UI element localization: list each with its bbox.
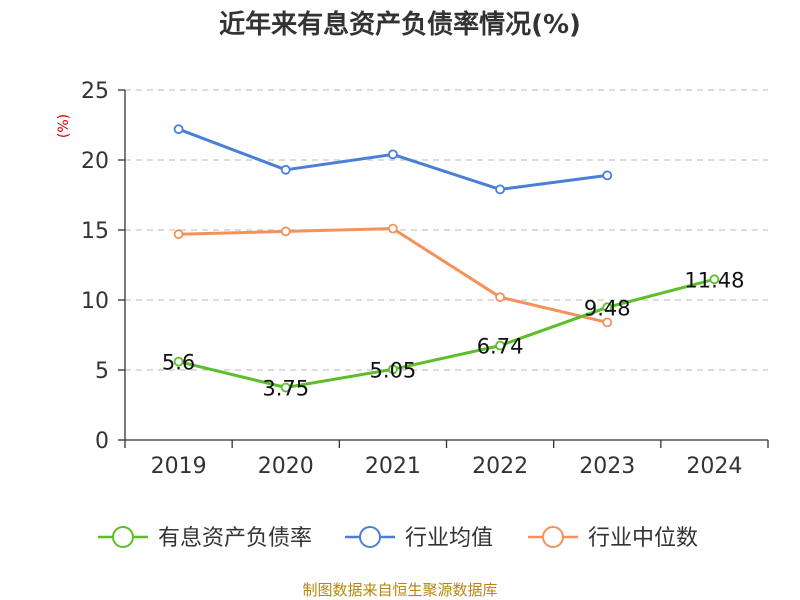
y-tick-label: 20 bbox=[81, 149, 109, 174]
x-tick-label: 2020 bbox=[258, 454, 314, 479]
data-point[interactable] bbox=[280, 164, 291, 175]
data-point[interactable] bbox=[388, 364, 398, 375]
axes: 0 5 10 15 20 25 2019 2020 2021 2022 2023 2024 bbox=[81, 79, 769, 479]
data-point[interactable] bbox=[602, 302, 613, 313]
legend-label: 行业中位数 bbox=[588, 526, 698, 551]
data-point[interactable] bbox=[495, 184, 505, 195]
data-point[interactable] bbox=[173, 229, 184, 240]
legend[interactable]: 有息资产负债率 行业均值 行业中位数 bbox=[98, 526, 698, 551]
grid-lines bbox=[125, 89, 768, 371]
series-line-3 bbox=[177, 227, 609, 324]
data-point[interactable] bbox=[602, 317, 613, 328]
data-point[interactable] bbox=[495, 292, 505, 303]
x-tick-label: 2023 bbox=[579, 454, 635, 479]
x-tick-label: 2019 bbox=[151, 454, 207, 479]
data-point[interactable] bbox=[280, 382, 291, 393]
data-point[interactable] bbox=[173, 124, 184, 135]
y-tick-label: 5 bbox=[95, 359, 109, 384]
legend-label: 有息资产负债率 bbox=[158, 526, 312, 551]
data-point[interactable] bbox=[173, 356, 184, 367]
x-tick-label: 2021 bbox=[365, 454, 421, 479]
data-label: 9.48 bbox=[584, 296, 631, 320]
data-point[interactable] bbox=[709, 274, 720, 285]
data-point[interactable] bbox=[388, 223, 398, 234]
data-label: 5.05 bbox=[370, 358, 417, 382]
data-label: 5.6 bbox=[162, 351, 195, 375]
data-label: 11.48 bbox=[684, 268, 744, 292]
y-tick-label: 10 bbox=[81, 289, 109, 314]
y-tick-label: 25 bbox=[81, 79, 109, 104]
legend-marker bbox=[112, 526, 134, 548]
series-line-2 bbox=[177, 127, 609, 191]
y-tick-label: 15 bbox=[81, 219, 109, 244]
series-group bbox=[173, 124, 720, 393]
data-label: 3.75 bbox=[262, 377, 309, 401]
series-line-1 bbox=[177, 277, 716, 389]
data-point[interactable] bbox=[388, 149, 398, 160]
data-labels: 5.6 3.75 5.05 6.74 9.48 11.48 bbox=[162, 268, 745, 400]
legend-label: 行业均值 bbox=[405, 526, 493, 551]
x-tick-label: 2022 bbox=[472, 454, 528, 479]
legend-item-2[interactable]: 行业均值 bbox=[345, 526, 493, 551]
source-note: 制图数据来自恒生聚源数据库 bbox=[302, 581, 497, 599]
data-label: 6.74 bbox=[477, 335, 524, 359]
chart-title: 近年来有息资产负债率情况(%) bbox=[219, 9, 581, 40]
data-point[interactable] bbox=[495, 340, 505, 351]
x-tick-label: 2024 bbox=[686, 454, 742, 479]
legend-marker bbox=[359, 526, 381, 548]
data-point[interactable] bbox=[602, 170, 613, 181]
y-tick-label: 0 bbox=[95, 429, 109, 454]
legend-item-1[interactable]: 有息资产负债率 bbox=[98, 526, 312, 551]
data-point[interactable] bbox=[280, 226, 291, 237]
legend-item-3[interactable]: 行业中位数 bbox=[528, 526, 698, 551]
y-axis-label: (%) bbox=[56, 114, 72, 138]
legend-marker bbox=[542, 526, 564, 548]
